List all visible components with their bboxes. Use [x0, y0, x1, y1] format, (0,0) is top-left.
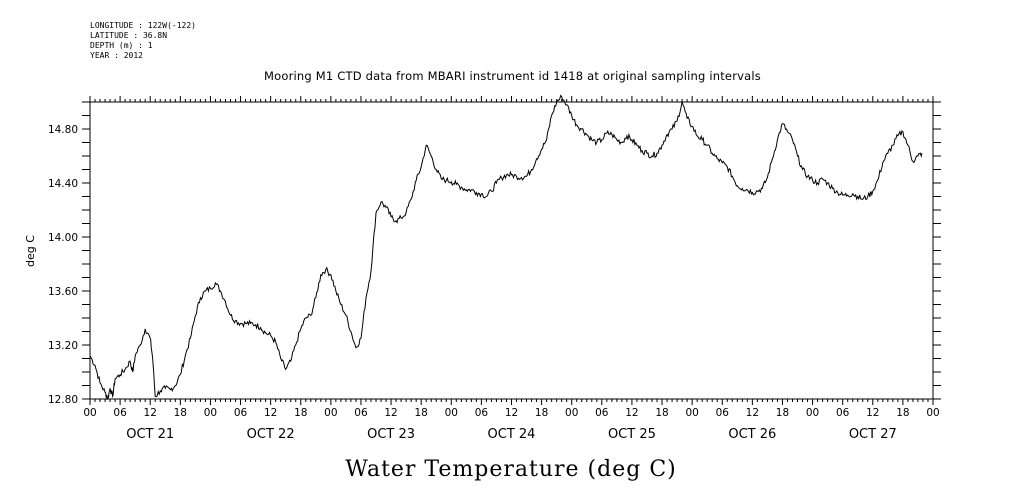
y-tick-label: 13.60 [48, 286, 78, 298]
day-label: OCT 24 [488, 427, 536, 442]
y-tick-label: 12.80 [48, 394, 78, 406]
day-label: OCT 27 [849, 427, 897, 442]
plot-frame [89, 101, 934, 400]
y-tick-label: 13.20 [48, 340, 78, 352]
x-tick-label: 18 [896, 407, 909, 419]
x-tick-label: 12 [505, 407, 518, 419]
x-tick-label: 06 [113, 407, 127, 419]
day-label: OCT 21 [126, 427, 174, 442]
x-tick-label: 12 [264, 407, 277, 419]
x-tick-label: 00 [324, 407, 337, 419]
y-axis-label: deg C [24, 235, 37, 267]
x-tick-label: 00 [83, 407, 96, 419]
x-tick-label: 00 [445, 407, 458, 419]
ticks [82, 96, 941, 405]
year-text: YEAR : 2012 [90, 51, 143, 60]
x-tick-label: 00 [806, 407, 819, 419]
y-tick-label: 14.40 [48, 178, 78, 190]
day-label: OCT 22 [247, 427, 295, 442]
day-label: OCT 23 [367, 427, 415, 442]
depth-text: DEPTH (m) : 1 [90, 41, 153, 50]
latitude-text: LATITUDE : 36.8N [90, 31, 168, 40]
x-tick-label: 18 [294, 407, 307, 419]
x-tick-label: 18 [776, 407, 789, 419]
series-line [89, 94, 923, 401]
x-axis-title: Water Temperature (deg C) [345, 457, 677, 482]
x-tick-label: 06 [234, 407, 248, 419]
x-tick-label: 06 [354, 407, 368, 419]
x-tick-label: 00 [685, 407, 698, 419]
day-label: OCT 25 [608, 427, 656, 442]
x-tick-label: 06 [836, 407, 850, 419]
x-tick-label: 12 [866, 407, 879, 419]
x-tick-label: 18 [535, 407, 548, 419]
x-tick-label: 12 [746, 407, 759, 419]
x-tick-label: 12 [144, 407, 157, 419]
x-tick-label: 06 [716, 407, 730, 419]
y-tick-label: 14.80 [48, 124, 78, 136]
x-tick-label: 06 [595, 407, 609, 419]
chart-title: Mooring M1 CTD data from MBARI instrumen… [264, 69, 761, 83]
longitude-text: LONGITUDE : 122W(-122) [90, 21, 196, 30]
x-tick-label: 00 [565, 407, 578, 419]
x-tick-label: 00 [926, 407, 939, 419]
x-tick-label: 18 [414, 407, 427, 419]
x-tick-label: 18 [174, 407, 187, 419]
axes [89, 101, 934, 400]
tick-labels: 00 06 12 18 00 06 12 18 00 06 12 18 00 06 12 18 00 06 12 18… [48, 124, 940, 442]
metadata-block: LONGITUDE : 122W(-122) LATITUDE : 36.8N … [90, 21, 196, 61]
x-tick-label: 12 [384, 407, 397, 419]
y-tick-label: 14.00 [48, 232, 78, 244]
x-tick-label: 12 [625, 407, 638, 419]
day-label: OCT 26 [728, 427, 776, 442]
x-tick-label: 06 [475, 407, 489, 419]
x-tick-label: 00 [204, 407, 217, 419]
x-tick-label: 18 [655, 407, 668, 419]
